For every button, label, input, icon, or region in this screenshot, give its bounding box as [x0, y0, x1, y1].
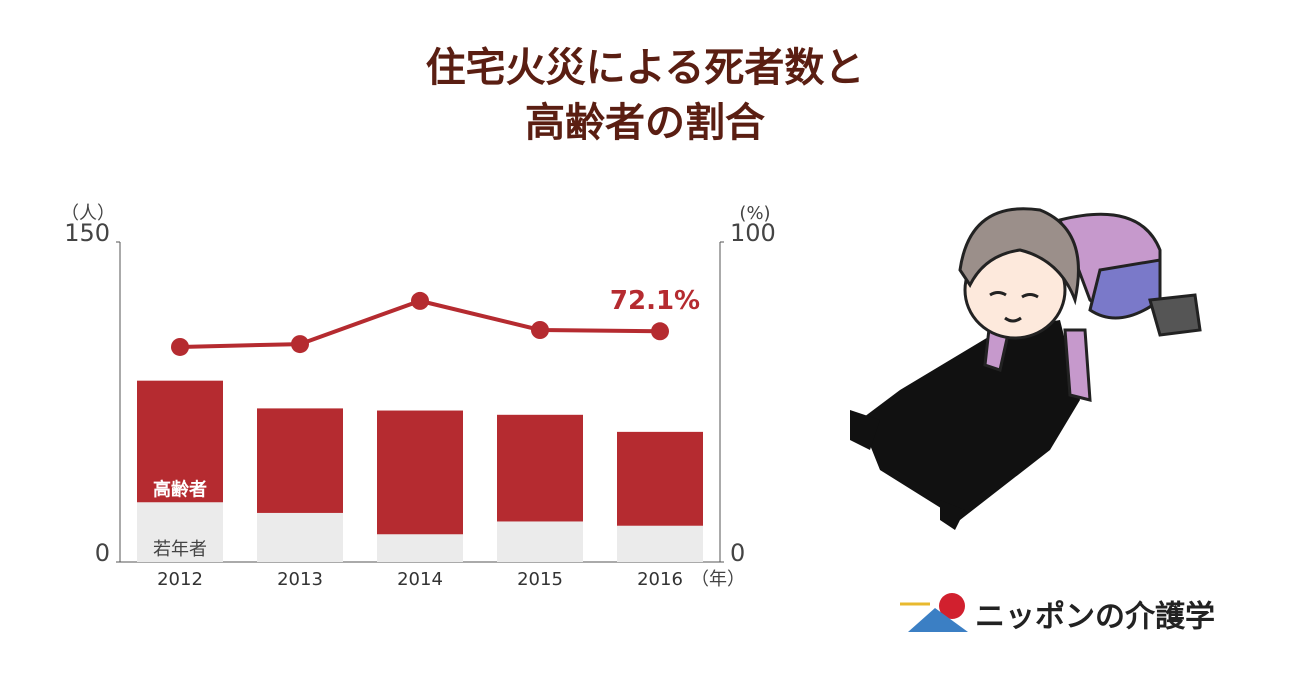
- bar: [617, 431, 703, 526]
- y-tick-label: 150: [64, 219, 110, 247]
- bar: [137, 380, 223, 503]
- series-label: 若年者: [153, 539, 207, 560]
- point: [171, 337, 189, 356]
- y2-axis-label: (%): [739, 203, 770, 224]
- logo-text: ニッポンの介護学: [975, 600, 1215, 635]
- logo-sun: [939, 593, 965, 619]
- hair: [958, 207, 1080, 306]
- bar: [497, 414, 583, 522]
- title-line: 住宅火災による死者数と: [426, 45, 865, 91]
- illustration: [850, 207, 1202, 530]
- x-axis-label: （年）: [691, 569, 745, 590]
- x-tick-label: 2015: [517, 569, 563, 590]
- point: [291, 335, 309, 354]
- x-tick-label: 2013: [277, 569, 323, 590]
- bar: [377, 410, 463, 535]
- bar: [137, 502, 223, 562]
- features: [989, 291, 1039, 323]
- leg: [1148, 293, 1202, 337]
- y2-tick-label: 100: [730, 219, 776, 247]
- x-tick-label: 2012: [157, 569, 203, 590]
- bar: [497, 521, 583, 562]
- shard: [850, 410, 880, 450]
- logo-mountain: [908, 608, 968, 632]
- value-label: 72.1%: [610, 286, 700, 316]
- series-label: 高齢者: [153, 478, 207, 500]
- point: [411, 291, 429, 310]
- point: [651, 322, 669, 341]
- logo: ニッポンの介護学: [900, 593, 1215, 635]
- x-tick-label: 2016: [637, 569, 683, 590]
- y-tick-label: 0: [95, 539, 110, 567]
- shadow: [860, 320, 1080, 520]
- y2-tick-label: 0: [730, 539, 745, 567]
- skirt: [1088, 258, 1162, 320]
- bar: [377, 534, 463, 562]
- arm: [1063, 328, 1092, 402]
- point: [531, 321, 549, 339]
- bar: [617, 525, 703, 562]
- bar: [257, 512, 343, 562]
- bar: [257, 408, 343, 513]
- shard: [940, 500, 965, 530]
- title-line: 高齢者の割合: [525, 100, 765, 146]
- y-axis-label: （人）: [61, 203, 115, 224]
- x-tick-label: 2014: [397, 569, 443, 590]
